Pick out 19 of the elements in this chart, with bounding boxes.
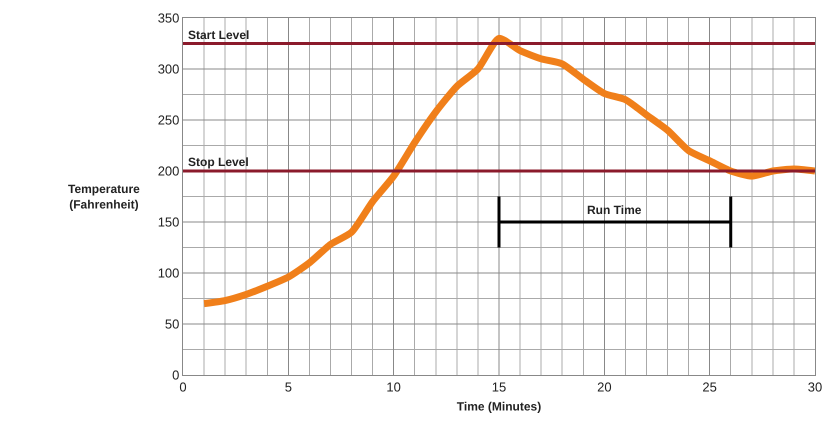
y-tick-label: 200	[158, 164, 180, 179]
y-tick-label: 50	[164, 316, 180, 332]
y-tick-label: 250	[158, 112, 180, 128]
y-tick-label: 100	[158, 266, 180, 281]
x-tick-label: 5	[284, 380, 292, 395]
x-tick-label: 30	[808, 380, 822, 395]
x-tick-label: 25	[702, 380, 717, 395]
annotation: Run Time	[587, 203, 642, 217]
y-tick-label: 350	[158, 10, 180, 26]
x-axis-title: Time (Minutes)	[456, 400, 542, 414]
x-tick-label: 15	[492, 380, 506, 395]
x-tick-label: 10	[386, 380, 401, 395]
ref-line-label: Stop Level	[188, 155, 249, 169]
y-axis-title: Temperature (Fahrenheit)	[68, 182, 140, 212]
y-tick-label: 0	[172, 368, 180, 383]
x-tick-label: 20	[597, 380, 612, 395]
y-tick-label: 150	[158, 214, 180, 230]
ref-line-label: Start Level	[188, 28, 250, 42]
y-tick-label: 300	[158, 62, 180, 77]
